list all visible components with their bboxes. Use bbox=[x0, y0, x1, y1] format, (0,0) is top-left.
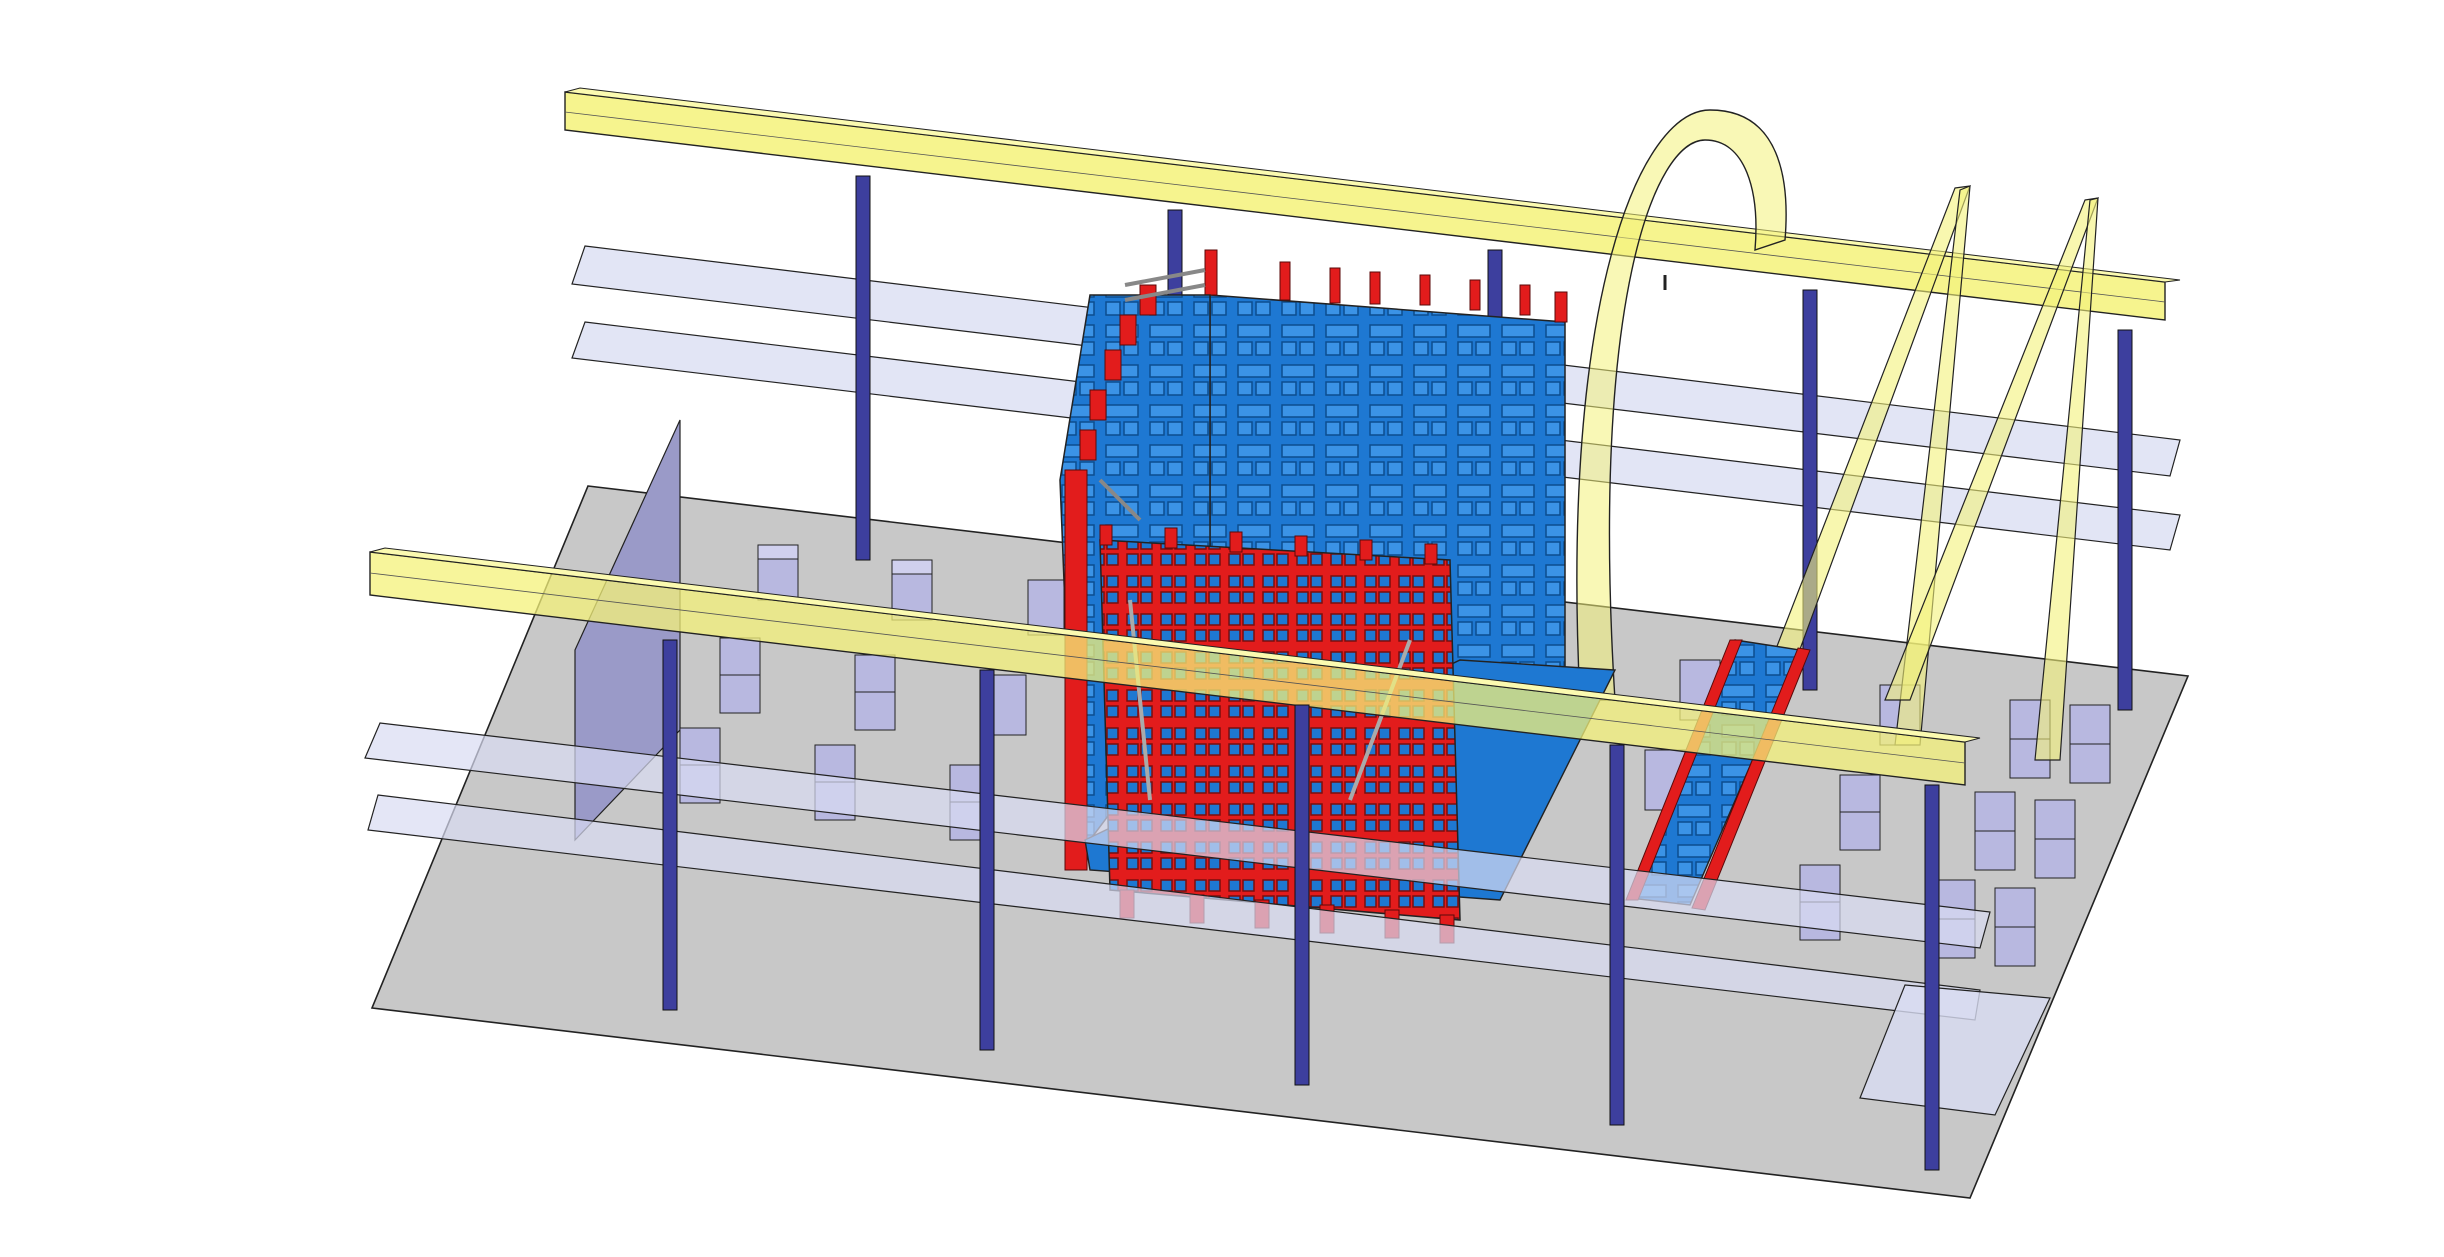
front-columns bbox=[662, 639, 1940, 1171]
front-transparent-planes bbox=[364, 722, 2051, 1116]
column[interactable] bbox=[979, 669, 995, 1051]
column[interactable] bbox=[855, 175, 871, 561]
block[interactable] bbox=[1839, 774, 1881, 851]
transparent-plane[interactable] bbox=[1859, 984, 2051, 1116]
block[interactable] bbox=[1994, 887, 2036, 967]
column[interactable] bbox=[1609, 744, 1625, 1126]
formwork-channel[interactable] bbox=[1625, 639, 1811, 911]
transparent-plane[interactable] bbox=[364, 722, 1991, 949]
block[interactable] bbox=[757, 544, 799, 601]
front-yellow-beam[interactable] bbox=[369, 547, 1981, 786]
column[interactable] bbox=[1294, 704, 1310, 1086]
yellow-frame-leg[interactable] bbox=[2034, 197, 2099, 761]
column[interactable] bbox=[2117, 329, 2133, 711]
column[interactable] bbox=[662, 639, 678, 1011]
column[interactable] bbox=[1924, 784, 1940, 1171]
block[interactable] bbox=[2034, 799, 2076, 879]
yellow-frame-right bbox=[1759, 185, 2099, 761]
block[interactable] bbox=[854, 654, 896, 731]
block[interactable] bbox=[989, 674, 1027, 736]
yellow-arch[interactable] bbox=[1576, 109, 1787, 701]
block[interactable] bbox=[2069, 704, 2111, 784]
block[interactable] bbox=[719, 637, 761, 714]
block[interactable] bbox=[1974, 791, 2016, 871]
